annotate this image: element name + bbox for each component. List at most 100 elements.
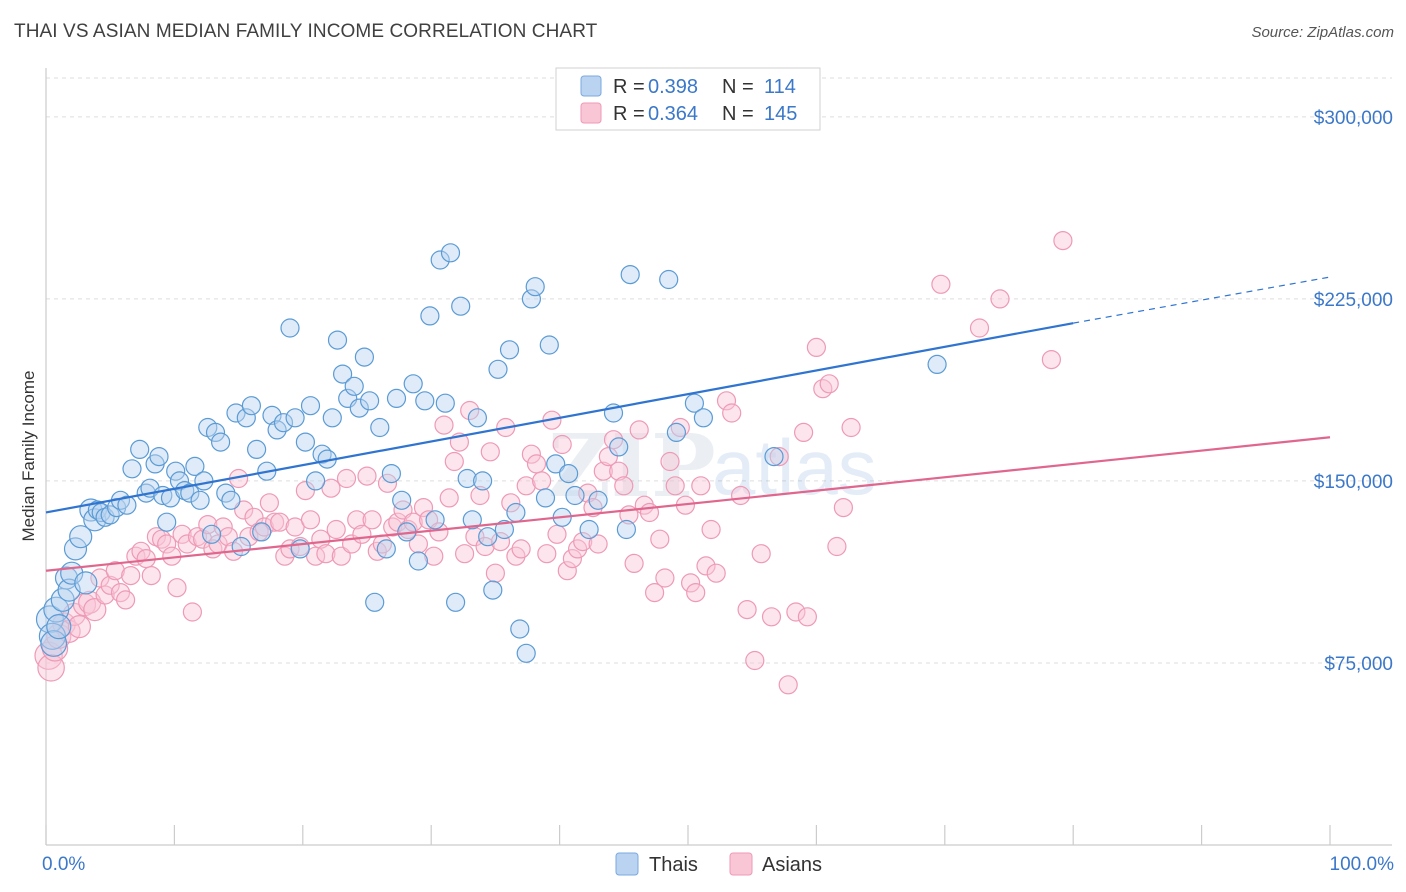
- thai-point: [46, 613, 72, 640]
- asians-r-label: R =: [613, 103, 645, 125]
- thai-point: [322, 408, 342, 428]
- asian-point: [259, 493, 279, 513]
- asian-point: [1041, 350, 1062, 370]
- asian-point: [691, 476, 711, 496]
- asian-point: [686, 582, 706, 603]
- asian-point: [321, 478, 341, 498]
- thai-point: [360, 391, 380, 411]
- thai-point: [457, 468, 477, 489]
- asian-point: [931, 274, 951, 294]
- x-tick-label: 100.0%: [1330, 854, 1395, 875]
- thai-point: [63, 537, 88, 561]
- thai-point: [435, 393, 455, 413]
- asian-point: [285, 517, 305, 537]
- thai-point: [467, 408, 487, 428]
- asian-point: [485, 563, 505, 583]
- asian-point: [624, 553, 644, 574]
- thai-point: [100, 505, 120, 525]
- thai-point: [483, 580, 503, 600]
- asian-point: [614, 476, 634, 496]
- asian-point: [95, 585, 115, 605]
- thai-point: [451, 296, 471, 316]
- thai-point: [403, 374, 423, 394]
- thai-point: [510, 619, 530, 639]
- source-credit: Source: ZipAtlas.com: [1251, 24, 1394, 41]
- asian-point: [193, 529, 213, 549]
- asian-point: [516, 476, 536, 496]
- asians-n-label: N =: [722, 103, 754, 125]
- asian-point: [490, 531, 511, 552]
- chart-title: THAI VS ASIAN MEDIAN FAMILY INCOME CORRE…: [14, 21, 598, 42]
- thai-point: [247, 439, 267, 459]
- thai-point: [558, 464, 579, 484]
- asian-point: [827, 536, 847, 557]
- thai-point: [130, 439, 150, 459]
- thai-point: [285, 408, 305, 428]
- thai-point: [381, 464, 401, 484]
- thai-point: [149, 447, 169, 467]
- asian-point: [761, 607, 782, 627]
- legend-asians-swatch: [729, 852, 753, 876]
- thai-point: [349, 398, 369, 418]
- thai-point: [180, 483, 200, 503]
- thai-point: [446, 592, 466, 612]
- thai-point: [684, 393, 705, 413]
- asian-point: [680, 573, 701, 593]
- thai-point: [194, 471, 214, 491]
- watermark: ZIP atlas: [548, 416, 877, 517]
- asian-point: [460, 400, 480, 421]
- asian-point: [696, 556, 716, 576]
- asian-point: [336, 468, 357, 489]
- asian-point: [969, 318, 990, 338]
- asian-point: [347, 510, 367, 530]
- asian-point: [444, 451, 464, 472]
- thai-point: [236, 408, 256, 428]
- thai-point: [516, 643, 536, 663]
- asian-point: [362, 510, 382, 530]
- thais-trend-line: [45, 322, 1074, 514]
- x-tick-label: 0.0%: [42, 854, 85, 875]
- thai-point: [616, 519, 637, 540]
- asian-point: [778, 675, 798, 695]
- thai-point: [659, 269, 679, 290]
- asian-point: [239, 527, 259, 547]
- legend-asians-label: Asians: [762, 854, 822, 876]
- thai-point: [117, 495, 137, 515]
- asian-point: [722, 403, 742, 423]
- axes: [45, 68, 1392, 846]
- legend-thais-label: Thais: [649, 854, 698, 876]
- watermark-atlas: atlas: [712, 423, 877, 511]
- thai-point: [535, 488, 556, 508]
- stats-legend: R = 0.398 N = 114 R = 0.364 N = 145: [555, 67, 821, 131]
- series-legend: Thais Asians: [615, 852, 822, 876]
- asian-point: [588, 534, 608, 554]
- thai-point: [588, 490, 608, 510]
- thai-point: [205, 422, 226, 442]
- asian-point: [403, 512, 423, 532]
- asian-point: [526, 454, 547, 474]
- thai-point: [262, 405, 282, 425]
- thais-r-value: 0.398: [648, 76, 698, 98]
- thai-point: [327, 330, 348, 350]
- thai-point: [122, 459, 142, 479]
- y-tick-label: $225,000: [1314, 290, 1393, 311]
- asian-point: [665, 476, 685, 496]
- asian-point: [660, 451, 680, 472]
- thai-point: [415, 391, 435, 411]
- thai-point: [494, 519, 514, 540]
- thais-n-label: N =: [722, 76, 754, 98]
- asian-point: [121, 565, 141, 586]
- asians-swatch: [580, 102, 602, 124]
- thai-point: [252, 522, 272, 542]
- asian-point: [797, 607, 818, 627]
- asian-point: [167, 578, 187, 598]
- thai-point: [386, 388, 407, 408]
- asian-point: [751, 544, 771, 564]
- asian-point: [841, 417, 861, 438]
- asian-point: [737, 599, 757, 620]
- thai-point: [190, 490, 210, 510]
- thai-point: [408, 551, 428, 571]
- thai-point: [306, 471, 326, 491]
- asian-point: [408, 534, 428, 554]
- asian-point: [650, 529, 670, 549]
